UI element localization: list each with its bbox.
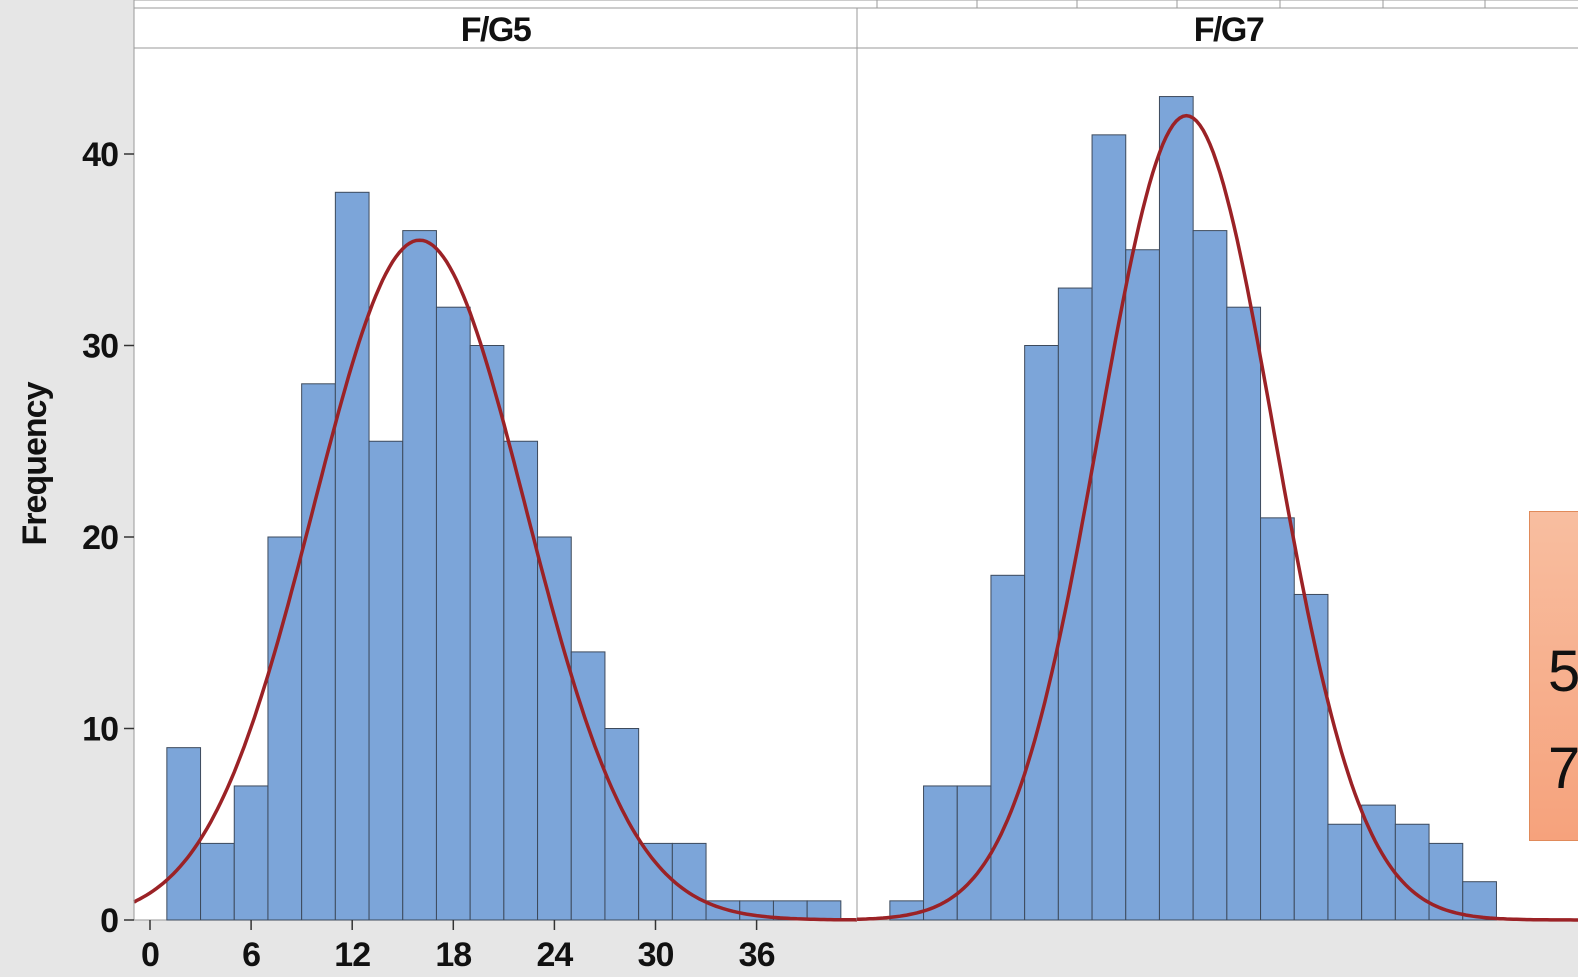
histogram-bar: [990, 574, 1026, 921]
histogram-bar: [1158, 96, 1194, 921]
histogram-bar: [537, 536, 572, 921]
histogram-bar: [1260, 517, 1295, 921]
histogram-bar: [233, 785, 269, 921]
y-axis-label: Frequency: [16, 381, 54, 545]
top-strip: [133, 0, 1578, 9]
histogram-bar: [402, 230, 437, 921]
histogram-bar: [1091, 134, 1127, 921]
histogram-bar: [503, 440, 539, 921]
histogram-bar: [923, 785, 958, 921]
histogram-bar: [806, 900, 842, 921]
histogram-bar: [671, 842, 707, 921]
x-tick-label: 36: [739, 936, 775, 974]
panel-title-2: F/G7: [1194, 11, 1264, 49]
panel-title-1: F/G5: [461, 11, 531, 49]
histogram-bar: [956, 785, 992, 921]
histogram-bar: [435, 306, 471, 921]
y-tick-label: 20: [82, 519, 118, 557]
histogram-bar: [1394, 823, 1430, 921]
histogram-bar: [301, 383, 336, 921]
histogram-bar: [1125, 249, 1160, 921]
y-tick-label: 0: [100, 902, 118, 940]
histogram-bar: [638, 842, 673, 921]
x-tick-label: 12: [334, 936, 370, 974]
histogram-bar: [1327, 823, 1363, 921]
histogram-bar: [1462, 881, 1497, 921]
histogram-bar: [334, 191, 370, 921]
x-tick-label: 0: [141, 936, 159, 974]
x-tick-label: 30: [638, 936, 674, 974]
y-tick-label: 40: [82, 136, 118, 174]
histogram-bar: [1293, 593, 1329, 921]
histogram-bar: [469, 345, 505, 921]
histogram-bar: [368, 440, 404, 921]
panel-header-2: [856, 7, 1578, 49]
histogram-bar: [604, 728, 640, 921]
y-tick-label: 10: [82, 711, 118, 749]
annotation-value-2: 7: [1548, 736, 1578, 801]
x-tick-label: 6: [242, 936, 260, 974]
histogram-bar: [267, 536, 303, 921]
annotation-box: [1529, 511, 1578, 841]
x-tick-label: 18: [435, 936, 471, 974]
histogram-bar: [1226, 306, 1262, 921]
histogram-bar: [166, 747, 202, 921]
histogram-bar: [1192, 230, 1228, 921]
y-tick-label: 30: [82, 328, 118, 366]
histogram-bar: [1057, 287, 1093, 921]
normal-fit-curve: [133, 238, 858, 922]
normal-fit-curve: [856, 113, 1578, 922]
x-tick-label: 24: [536, 936, 573, 974]
histogram-bar: [200, 842, 235, 921]
annotation-value-1: 5: [1548, 639, 1578, 704]
histogram-bar: [1024, 345, 1059, 921]
